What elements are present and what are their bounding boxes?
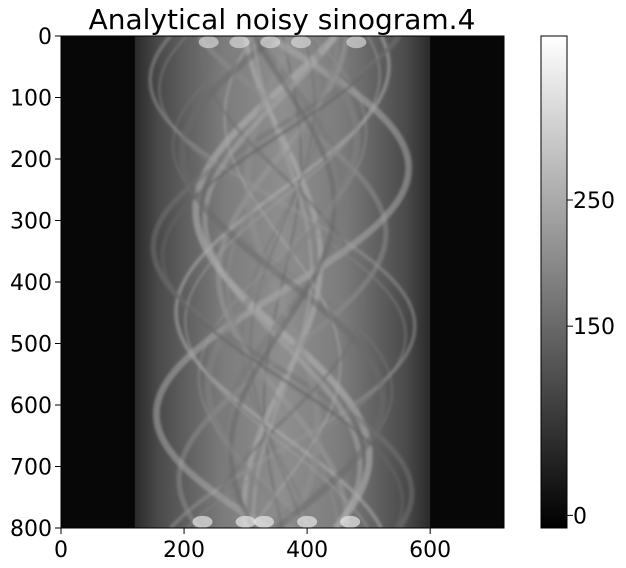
sinogram-trace bbox=[178, 36, 387, 528]
sinogram-trace bbox=[160, 36, 405, 528]
bright-spot bbox=[340, 515, 361, 528]
y-tick-label: 400 bbox=[10, 271, 52, 296]
colorbar: 0 150 250 bbox=[540, 35, 615, 529]
colorbar-tick-label: 250 bbox=[573, 189, 615, 214]
y-tick-label: 600 bbox=[10, 394, 52, 419]
y-tick-label: 700 bbox=[10, 456, 52, 481]
bright-spot bbox=[235, 515, 256, 528]
bright-spot bbox=[192, 515, 213, 528]
bright-spot bbox=[290, 36, 311, 49]
y-axis: 0 100 200 300 400 500 600 700 800 bbox=[10, 25, 61, 542]
sinogram-trace bbox=[262, 36, 303, 528]
sinogram-trace bbox=[202, 36, 363, 528]
x-tick-label: 0 bbox=[54, 538, 68, 563]
y-tick-label: 200 bbox=[10, 148, 52, 173]
bright-spot bbox=[260, 36, 281, 49]
chart-title: Analytical noisy sinogram.4 bbox=[89, 3, 476, 36]
sinogram-trace bbox=[148, 36, 417, 528]
y-tick-label: 300 bbox=[10, 210, 52, 235]
y-tick-label: 500 bbox=[10, 333, 52, 358]
y-tick-label: 0 bbox=[38, 25, 52, 50]
y-tick-label: 800 bbox=[10, 517, 52, 542]
x-axis: 0 200 400 600 bbox=[54, 528, 451, 563]
sinogram-trace bbox=[204, 36, 361, 528]
x-tick-label: 600 bbox=[409, 538, 451, 563]
bright-spot bbox=[297, 515, 318, 528]
colorbar-tick-label: 150 bbox=[573, 315, 615, 340]
bright-spot bbox=[229, 36, 250, 49]
sinogram-trace bbox=[176, 36, 389, 528]
colorbar-gradient bbox=[540, 35, 568, 529]
x-tick-label: 200 bbox=[163, 538, 205, 563]
bright-spot bbox=[198, 36, 219, 49]
bright-spot bbox=[254, 515, 275, 528]
colorbar-tick-label: 0 bbox=[573, 504, 587, 529]
sinogram-trace bbox=[200, 36, 365, 528]
x-tick-label: 400 bbox=[286, 538, 328, 563]
y-tick-label: 100 bbox=[10, 87, 52, 112]
bright-spot bbox=[346, 36, 367, 49]
sinogram-trace bbox=[184, 36, 381, 528]
sinogram-trace bbox=[158, 36, 407, 528]
sinogram-image bbox=[61, 36, 504, 528]
sinogram-trace bbox=[152, 36, 413, 528]
